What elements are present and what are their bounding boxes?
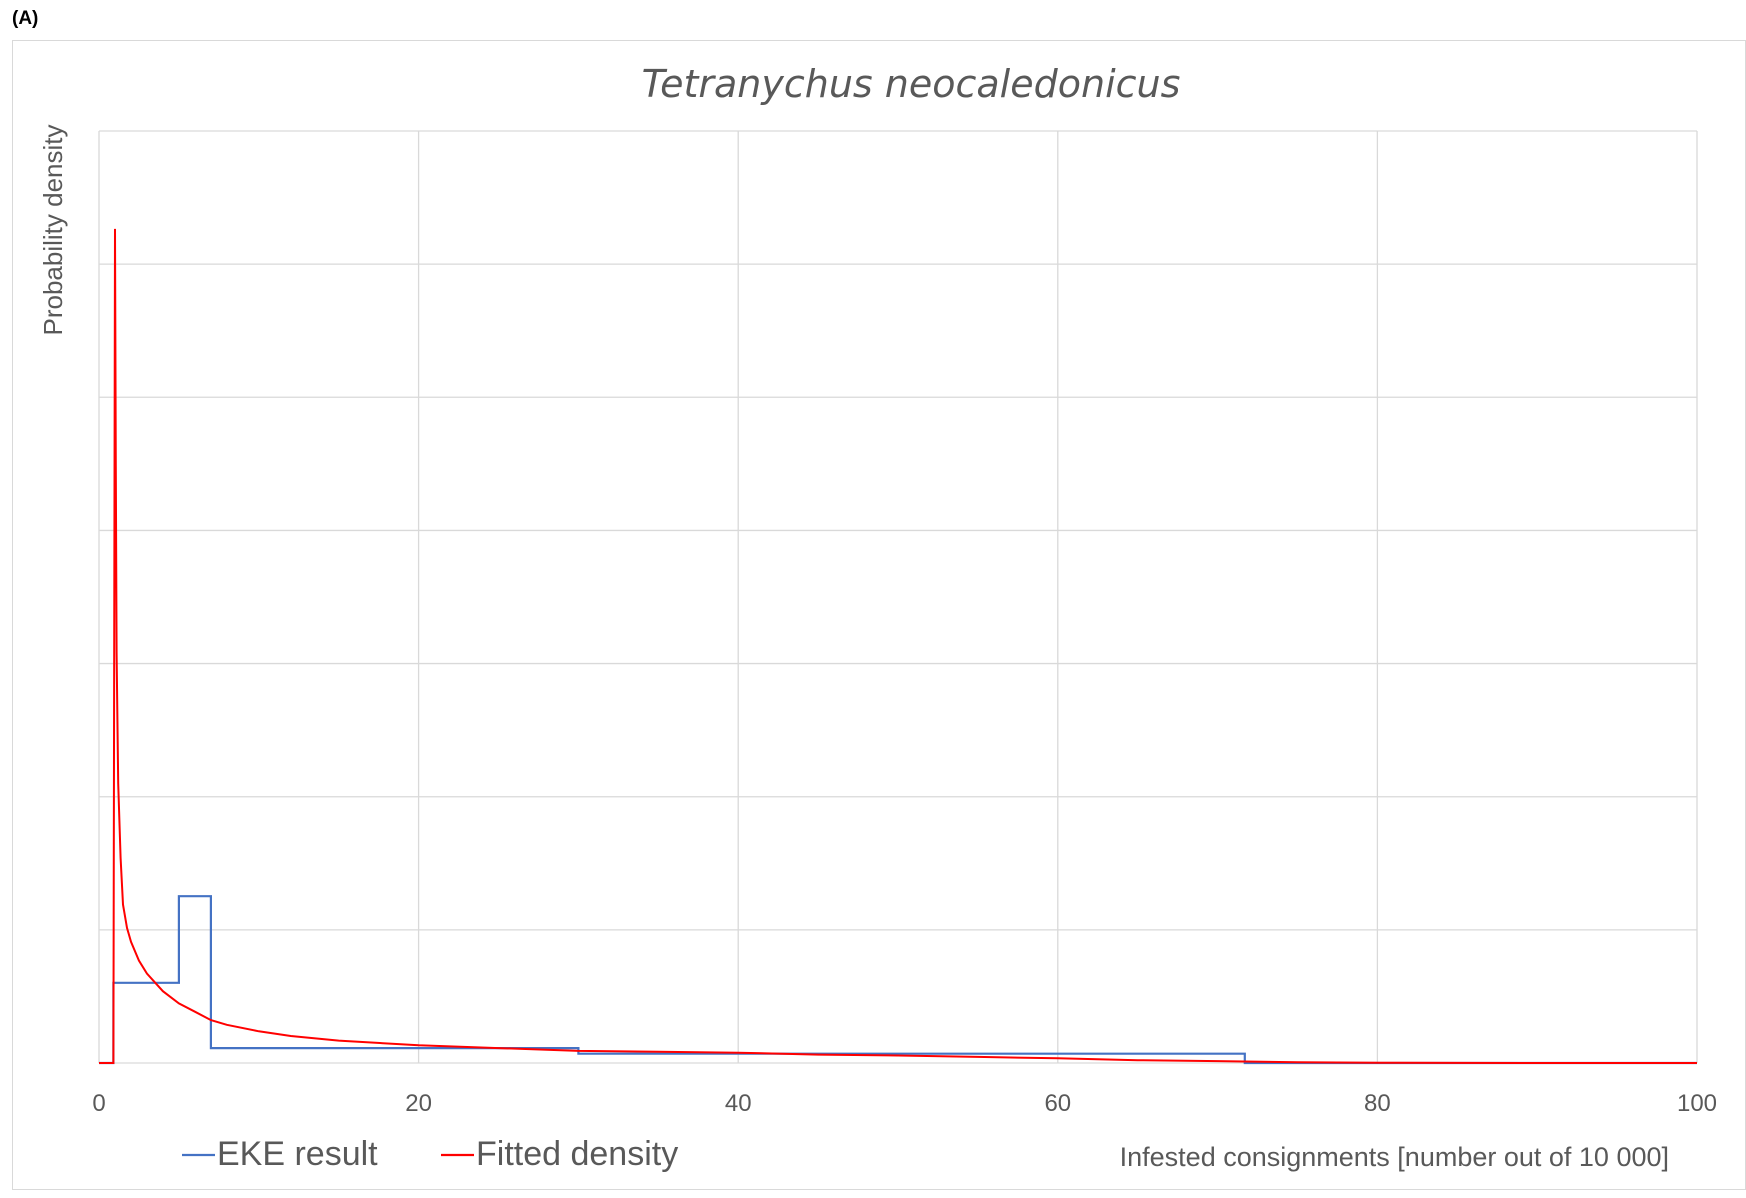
x-axis-ticks: 0 20 40 60 80 100 <box>92 1090 1717 1117</box>
panel-label: (A) <box>12 8 39 29</box>
series-line-eke-result <box>99 895 1697 1065</box>
x-tick-label: 80 <box>1364 1090 1391 1117</box>
legend: EKE result Fitted density <box>182 1135 678 1173</box>
x-axis-label: Infested consignments [number out of 10 … <box>1120 1142 1669 1172</box>
x-tick-label: 60 <box>1044 1090 1071 1117</box>
x-tick-label: 40 <box>725 1090 752 1117</box>
series-group <box>99 228 1697 1065</box>
x-tick-label: 0 <box>92 1090 105 1117</box>
chart-title: Tetranychus neocaledonicus <box>642 62 1181 106</box>
x-tick-label: 20 <box>405 1090 432 1117</box>
gridlines <box>98 130 1698 1064</box>
legend-label: Fitted density <box>476 1135 678 1173</box>
series-line-fitted-density <box>99 228 1697 1064</box>
x-tick-label: 100 <box>1677 1090 1717 1117</box>
y-axis-label: Probability density <box>38 125 68 336</box>
legend-label: EKE result <box>217 1135 378 1173</box>
